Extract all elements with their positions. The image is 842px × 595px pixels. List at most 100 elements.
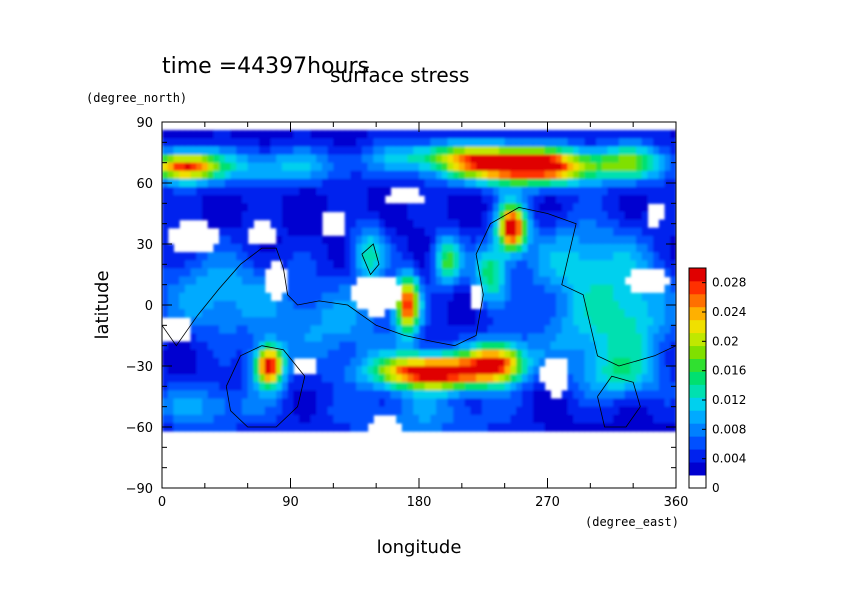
field-cell [339, 414, 346, 424]
field-cell [447, 317, 454, 326]
field-cell [344, 349, 352, 359]
field-cell [401, 178, 409, 188]
field-cell [647, 382, 654, 391]
field-cell [556, 349, 563, 359]
field-cell [647, 227, 654, 237]
field-cell [224, 341, 232, 351]
field-cell [624, 227, 631, 237]
field-cell [253, 406, 260, 416]
field-cell [321, 398, 329, 408]
field-cell [476, 211, 483, 221]
field-cell [224, 154, 232, 164]
field-cell [464, 187, 471, 196]
field-cell [264, 366, 272, 375]
field-cell [447, 300, 454, 310]
field-cell [561, 219, 569, 229]
field-cell [167, 211, 175, 221]
field-cell [601, 300, 609, 310]
field-cell [276, 374, 283, 383]
field-cell [533, 333, 540, 343]
field-cell [184, 300, 192, 310]
field-cell [167, 130, 175, 139]
field-cell [556, 187, 563, 196]
field-cell [373, 333, 380, 343]
field-cell [281, 414, 289, 424]
field-cell [224, 227, 232, 237]
field-cell [567, 300, 574, 310]
field-cell [339, 162, 346, 172]
field-cell [219, 309, 226, 318]
field-cell [521, 146, 529, 156]
field-cell [384, 349, 392, 359]
field-cell [241, 235, 249, 245]
field-cell [653, 252, 660, 261]
field-cell [287, 284, 294, 294]
field-cell [247, 357, 254, 367]
field-cell [436, 398, 443, 408]
field-cell [584, 276, 591, 286]
field-cell [241, 211, 249, 221]
field-cell [361, 130, 369, 139]
field-cell [241, 170, 249, 180]
y-tick-label: 30 [136, 238, 153, 253]
field-cell [390, 382, 397, 391]
field-cell [590, 252, 597, 261]
field-cell [670, 374, 676, 383]
field-cell [230, 195, 237, 204]
field-cell [567, 252, 574, 261]
field-cell [647, 138, 654, 147]
field-cell [504, 366, 511, 375]
field-cell [173, 292, 180, 302]
field-cell [207, 162, 214, 172]
field-cell [350, 187, 357, 196]
field-cell [556, 309, 563, 318]
field-cell [436, 268, 443, 278]
field-cell [299, 309, 306, 318]
field-cell [584, 398, 591, 408]
field-cell [607, 317, 614, 326]
field-cell [299, 422, 306, 432]
field-cell [498, 154, 506, 164]
field-cell [567, 178, 574, 188]
field-cell [447, 374, 454, 383]
field-cell [367, 325, 374, 335]
field-cell [173, 219, 180, 229]
field-cell [590, 422, 597, 432]
field-cell [516, 349, 523, 359]
field-cell [213, 333, 220, 343]
field-cell [618, 187, 626, 196]
field-cell [590, 341, 597, 351]
field-cell [601, 349, 609, 359]
field-cell [658, 422, 666, 432]
field-cell [556, 422, 563, 432]
field-cell [493, 366, 500, 375]
field-cell [550, 252, 557, 261]
field-cell [504, 414, 511, 424]
field-cell [247, 130, 254, 139]
field-cell [447, 398, 454, 408]
field-cell [436, 195, 443, 204]
field-cell [590, 203, 597, 213]
field-cell [236, 146, 243, 156]
field-cell [510, 187, 517, 196]
field-cell [350, 170, 357, 180]
field-cell [162, 414, 169, 424]
field-cell [481, 187, 489, 196]
field-cell [361, 203, 369, 213]
field-cell [498, 178, 506, 188]
field-cell [236, 130, 243, 139]
field-cell [310, 154, 317, 164]
field-cell [641, 341, 649, 351]
field-cell [287, 406, 294, 416]
field-cell [521, 422, 529, 432]
field-cell [413, 414, 420, 424]
field-cell [464, 227, 471, 237]
field-cell [184, 309, 192, 318]
field-cell [424, 406, 432, 416]
field-cell [441, 325, 449, 335]
field-cell [527, 187, 534, 196]
field-cell [527, 398, 534, 408]
field-cell [304, 146, 312, 156]
field-cell [293, 276, 300, 286]
field-cell [396, 374, 403, 383]
